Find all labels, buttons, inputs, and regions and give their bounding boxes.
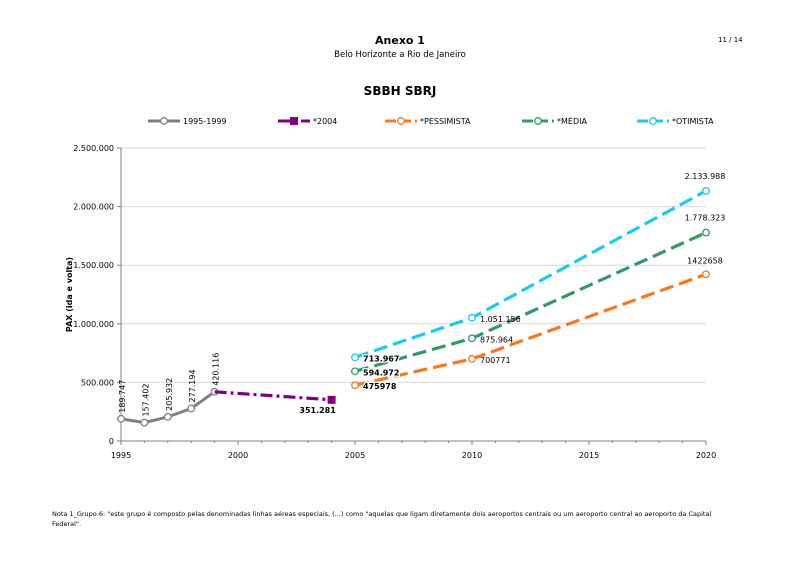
- data-label: 1422658: [687, 256, 723, 265]
- data-label: 189.747: [118, 380, 127, 413]
- legend-marker: [534, 117, 542, 125]
- data-label: 205.932: [165, 378, 174, 411]
- data-point: [140, 418, 149, 427]
- data-point: [468, 354, 476, 363]
- data-point: [702, 186, 710, 195]
- data-point: [117, 414, 125, 423]
- data-label: 475978: [363, 382, 397, 391]
- x-tick-label: 2000: [228, 451, 248, 460]
- legend-marker: [649, 117, 657, 125]
- data-point: [468, 334, 476, 343]
- data-label: 157.402: [141, 383, 150, 416]
- page-number: 11 / 14: [718, 36, 743, 44]
- data-label: 875.964: [480, 335, 513, 344]
- data-point: [351, 381, 359, 390]
- y-tick-label: 2.000.000: [73, 203, 114, 212]
- document-subtitle: Belo Horizonte a Rio de Janeiro: [334, 50, 466, 60]
- legend-label: *MÉDIA: [557, 115, 587, 126]
- chart-title: SBBH SBRJ: [363, 84, 437, 98]
- footnote: Nota 1_Grupo 6: "este grupo é composto p…: [52, 510, 712, 528]
- y-axis-label: PAX (ida e volta): [65, 257, 74, 332]
- data-label: 700771: [480, 356, 511, 365]
- data-point: [187, 404, 196, 413]
- x-tick-label: 2010: [462, 451, 482, 460]
- y-tick-label: 1.500.000: [73, 261, 114, 270]
- legend-label: *PESSIMISTA: [420, 117, 471, 126]
- y-tick-label: 500.000: [81, 378, 114, 387]
- data-label: 1.778.323: [685, 214, 726, 223]
- x-tick-label: 1995: [111, 451, 131, 460]
- data-label: 713.967: [363, 354, 399, 363]
- x-tick-label: 2020: [696, 451, 716, 460]
- legend-label: 1995-1999: [183, 117, 227, 126]
- data-label: 351.281: [299, 406, 336, 415]
- data-label: 594.972: [363, 368, 399, 377]
- data-label: 277.194: [188, 369, 197, 402]
- legend-marker: [160, 117, 168, 125]
- y-tick-label: 1.000.000: [73, 320, 114, 329]
- data-point: [327, 395, 336, 404]
- data-label: 1.051.156: [480, 315, 521, 324]
- document-title: Anexo 1: [375, 34, 425, 47]
- x-tick-label: 2015: [579, 451, 599, 460]
- data-point: [351, 367, 359, 376]
- data-point: [163, 412, 172, 421]
- series-line: [354, 231, 707, 373]
- data-point: [351, 353, 359, 362]
- y-tick-label: 2.500.000: [73, 144, 114, 153]
- legend-label: *OTIMISTA: [672, 117, 714, 126]
- data-label: 420.116: [212, 353, 221, 386]
- series-line: [354, 272, 707, 387]
- y-tick-label: 0: [109, 437, 114, 446]
- legend-marker: [290, 117, 298, 125]
- data-point: [702, 228, 710, 237]
- x-tick-label: 2005: [345, 451, 365, 460]
- data-point: [702, 270, 710, 279]
- data-label: 2.133.988: [685, 172, 726, 181]
- series-line: [214, 390, 332, 402]
- legend-label: *2004: [313, 117, 337, 126]
- data-point: [468, 313, 476, 322]
- series-line: [354, 189, 707, 359]
- legend-marker: [397, 117, 405, 125]
